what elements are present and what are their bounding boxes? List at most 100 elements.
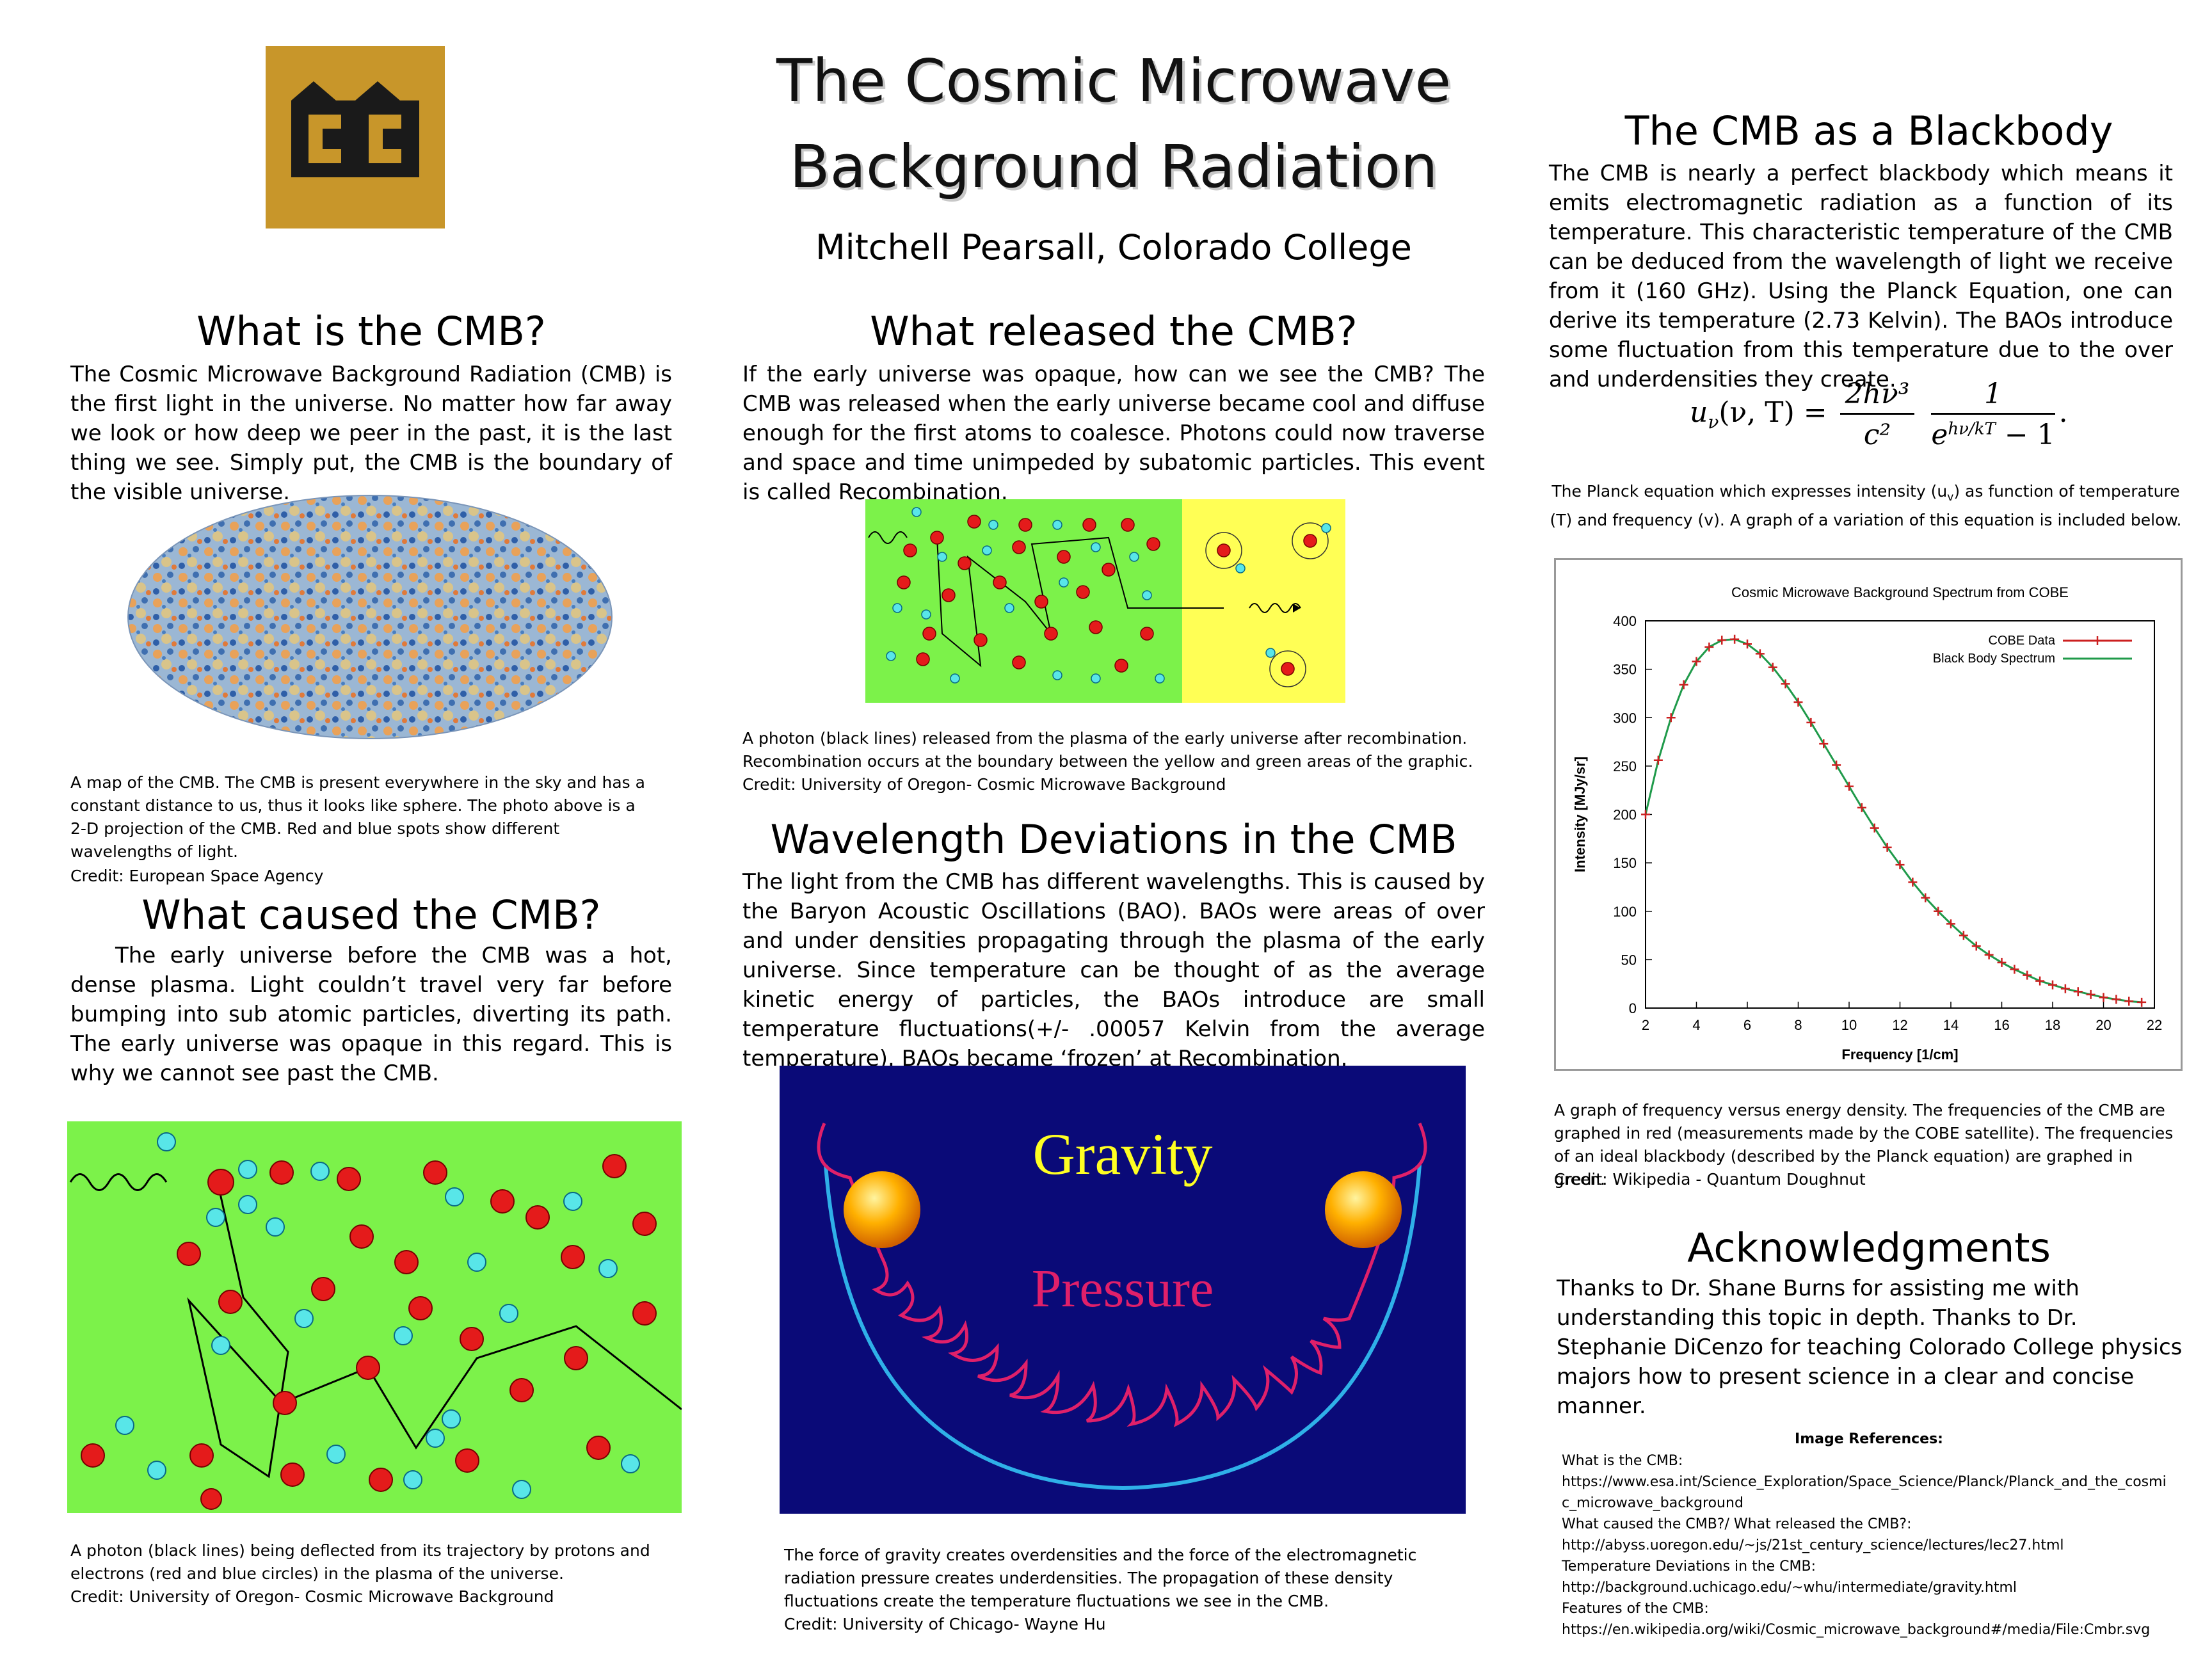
reference-line: Features of the CMB: bbox=[1562, 1601, 1709, 1617]
y-tick-label: 250 bbox=[1613, 758, 1637, 774]
data-point-cobe bbox=[2023, 970, 2032, 980]
eq-fraction-1: 2hν³ c² bbox=[1839, 378, 1915, 451]
heading-acknowledgments: Acknowledgments bbox=[1687, 1224, 2051, 1271]
data-point-cobe bbox=[1895, 860, 1905, 870]
eq-args: (ν, T) = bbox=[1719, 396, 1827, 429]
data-point-cobe bbox=[2010, 965, 2019, 974]
plasma-caption: A photon (black lines) being deflected f… bbox=[70, 1541, 650, 1583]
x-tick-label: 16 bbox=[1994, 1017, 2009, 1033]
planck-equation: uν(ν, T) = 2hν³ c² 1 ehν/kT − 1 . bbox=[1690, 378, 2151, 474]
recombination-caption: A photon (black lines) released from the… bbox=[742, 729, 1473, 771]
recombination-diagram bbox=[865, 499, 1345, 703]
data-point-cobe bbox=[2060, 984, 2070, 993]
bao-credit: Credit: University of Chicago- Wayne Hu bbox=[784, 1615, 1106, 1633]
y-tick-label: 100 bbox=[1613, 904, 1637, 920]
y-tick-label: 0 bbox=[1629, 1000, 1637, 1016]
eq-end: . bbox=[2058, 396, 2068, 429]
cmb-map-credit: Credit: European Space Agency bbox=[70, 867, 324, 885]
data-point-cobe bbox=[1984, 950, 1994, 959]
data-point-cobe bbox=[1781, 679, 1790, 689]
x-tick-label: 4 bbox=[1692, 1017, 1700, 1033]
data-point-cobe bbox=[1959, 931, 1968, 940]
cmb-map-image bbox=[127, 494, 613, 741]
pressure-label: Pressure bbox=[1031, 1259, 1214, 1318]
data-point-cobe bbox=[1768, 662, 1777, 672]
eq-den2-sup: hν/kT bbox=[1948, 419, 1996, 439]
plasma-scattering-diagram bbox=[67, 1121, 682, 1513]
x-tick-label: 8 bbox=[1794, 1017, 1802, 1033]
blackbody-body: The CMB is nearly a perfect blackbody wh… bbox=[1549, 161, 2173, 392]
chart-title: Cosmic Microwave Background Spectrum fro… bbox=[1731, 584, 2069, 600]
y-tick-label: 400 bbox=[1613, 613, 1637, 629]
acknowledgments-body: Thanks to Dr. Shane Burns for assisting … bbox=[1557, 1276, 2183, 1419]
reference-line: Temperature Deviations in the CMB: bbox=[1562, 1559, 1816, 1575]
data-point-cobe bbox=[1743, 639, 1752, 649]
eq-num1: 2hν³ bbox=[1839, 378, 1915, 415]
data-point-cobe bbox=[2035, 976, 2045, 986]
cobe-spectrum-chart: Cosmic Microwave Background Spectrum fro… bbox=[1554, 558, 2183, 1071]
eq-fraction-2: 1 ehν/kT − 1 bbox=[1931, 378, 2055, 451]
data-point-cobe bbox=[1870, 823, 1879, 833]
reference-line: http://abyss.uoregon.edu/~js/21st_centur… bbox=[1562, 1537, 2064, 1553]
data-point-cobe bbox=[1755, 649, 1765, 659]
cmb-map-caption: A map of the CMB. The CMB is present eve… bbox=[70, 773, 645, 861]
data-point-cobe bbox=[2086, 990, 2096, 999]
x-tick-label: 14 bbox=[1943, 1017, 1959, 1033]
data-point-cobe bbox=[2137, 997, 2147, 1007]
data-point-cobe bbox=[1717, 636, 1727, 645]
plasma-credit: Credit: University of Oregon- Cosmic Mic… bbox=[70, 1587, 554, 1606]
gravity-label: Gravity bbox=[1032, 1121, 1213, 1187]
wavelength-body: The light from the CMB has different wav… bbox=[742, 869, 1485, 1071]
reference-line: c_microwave_background bbox=[1562, 1495, 1743, 1511]
eq-den2: ehν/kT − 1 bbox=[1931, 415, 2055, 451]
data-point-cobe bbox=[1679, 680, 1688, 689]
x-tick-label: 20 bbox=[2096, 1017, 2111, 1033]
reference-line: https://www.esa.int/Science_Exploration/… bbox=[1562, 1474, 2167, 1490]
x-tick-label: 18 bbox=[2045, 1017, 2060, 1033]
eq-lhs: u bbox=[1690, 396, 1708, 429]
reference-line: https://en.wikipedia.org/wiki/Cosmic_mic… bbox=[1562, 1622, 2151, 1638]
data-point-cobe bbox=[1730, 634, 1740, 644]
heading-what-is-cmb: What is the CMB? bbox=[196, 308, 546, 355]
data-point-cobe bbox=[1806, 717, 1816, 727]
data-point-cobe bbox=[1934, 906, 1943, 916]
data-point-cobe bbox=[2124, 997, 2134, 1006]
x-tick-label: 22 bbox=[2147, 1017, 2162, 1033]
legend-label-black-body: Black Body Spectrum bbox=[1933, 652, 2055, 666]
bao-gravity-pressure-diagram: Gravity Pressure bbox=[780, 1066, 1466, 1514]
eq-den2-tail: − 1 bbox=[1995, 419, 2055, 451]
y-tick-label: 50 bbox=[1621, 952, 1637, 968]
data-point-cobe bbox=[1946, 919, 1955, 929]
data-point-cobe bbox=[2048, 980, 2057, 990]
x-tick-label: 6 bbox=[1743, 1017, 1751, 1033]
planck-caption-sub: v bbox=[1947, 491, 1954, 504]
heading-what-released-cmb: What released the CMB? bbox=[870, 308, 1358, 355]
eq-num2: 1 bbox=[1931, 378, 2055, 415]
what-released-body: If the early universe was opaque, how ca… bbox=[742, 362, 1485, 505]
data-point-cobe bbox=[1882, 842, 1892, 852]
data-point-cobe bbox=[1666, 713, 1676, 723]
planck-caption-tail: ) as function of temperature (T) and fre… bbox=[1550, 482, 2182, 529]
eq-lhs-sub: ν bbox=[1708, 411, 1719, 433]
data-point-cobe bbox=[1641, 810, 1650, 819]
x-tick-label: 12 bbox=[1892, 1017, 1907, 1033]
what-caused-body: The early universe before the CMB was a … bbox=[70, 943, 672, 1086]
y-tick-label: 350 bbox=[1613, 662, 1637, 678]
reference-line: http://background.uchicago.edu/~whu/inte… bbox=[1562, 1580, 2017, 1596]
data-point-cobe bbox=[1857, 803, 1866, 812]
heading-wavelength-deviations: Wavelength Deviations in the CMB bbox=[770, 816, 1457, 863]
data-point-cobe bbox=[2099, 993, 2108, 1002]
eq-den2-exp: e bbox=[1931, 419, 1948, 451]
plot-frame bbox=[1645, 620, 2155, 1009]
reference-line: What caused the CMB?/ What released the … bbox=[1562, 1516, 1912, 1532]
y-tick-label: 300 bbox=[1613, 710, 1637, 726]
data-point-cobe bbox=[1704, 642, 1714, 652]
data-point-cobe bbox=[1653, 755, 1663, 765]
data-point-cobe bbox=[1921, 893, 1930, 902]
data-point-cobe bbox=[1997, 958, 2007, 967]
bao-caption: The force of gravity creates overdensiti… bbox=[784, 1546, 1417, 1610]
y-axis-label: Intensity [MJy/sr] bbox=[1572, 757, 1588, 872]
what-is-body: The Cosmic Microwave Background Radiatio… bbox=[70, 362, 672, 505]
eq-den1: c² bbox=[1863, 419, 1891, 451]
data-point-cobe bbox=[1832, 760, 1841, 770]
